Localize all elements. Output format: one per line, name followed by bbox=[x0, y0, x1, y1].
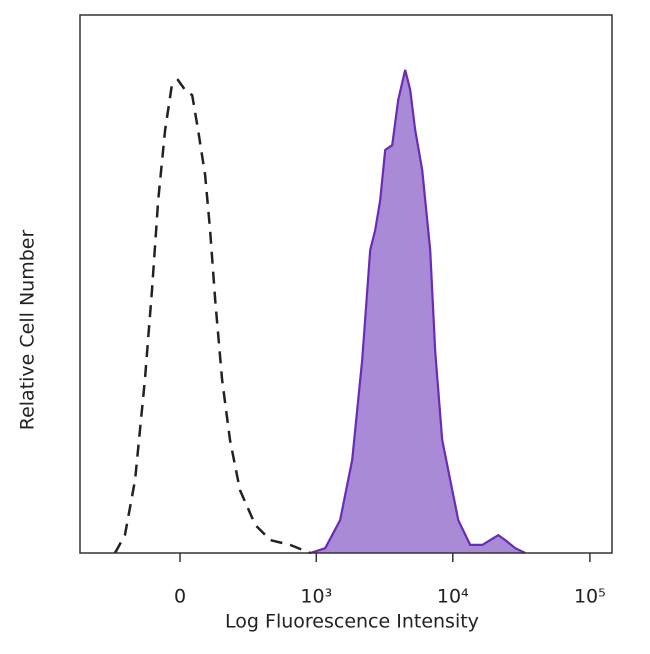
y-axis-label: Relative Cell Number bbox=[17, 230, 39, 431]
x-tick-label: 10⁴ bbox=[437, 586, 469, 608]
x-tick-label: 10³ bbox=[300, 586, 332, 608]
line bbox=[309, 69, 526, 555]
plot-frame bbox=[79, 14, 613, 554]
area bbox=[310, 69, 526, 554]
x-tick-label: 0 bbox=[174, 586, 186, 608]
x-axis-label: Log Fluorescence Intensity bbox=[225, 611, 479, 633]
line bbox=[113, 78, 311, 555]
x-tick-label: 10⁵ bbox=[574, 586, 606, 608]
